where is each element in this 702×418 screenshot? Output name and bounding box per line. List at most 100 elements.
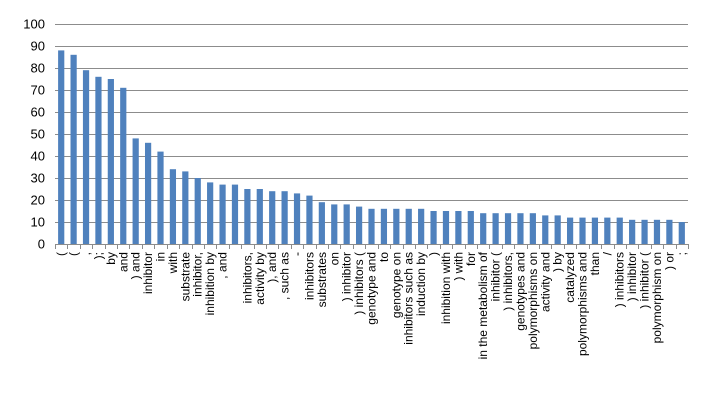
x-category-label: ) by: [551, 252, 565, 272]
x-category-label: genotypes and: [513, 252, 527, 331]
bar: [120, 87, 127, 244]
bar: [442, 211, 450, 244]
bar: [169, 169, 177, 244]
bar: [480, 213, 487, 244]
y-tick-label: 50: [31, 127, 45, 142]
x-category-label: inhibitors such as: [402, 252, 416, 345]
bar: [244, 189, 251, 244]
bar: [207, 182, 214, 244]
x-category-label: inhibition with: [439, 252, 453, 324]
bar: [678, 222, 685, 244]
x-category-label: and: [116, 252, 130, 272]
x-category-label: to: [377, 252, 391, 262]
bar: [318, 202, 325, 244]
x-category-label: ) inhibitor (: [638, 252, 652, 309]
bar: [430, 211, 437, 244]
bar: [579, 217, 586, 244]
bar: [405, 208, 412, 244]
x-category-label: ) inhibitors (: [352, 252, 366, 315]
y-axis-tick-labels: 0 10 20 30 40 50 60 70 80 90 100: [23, 17, 45, 252]
bar: [95, 76, 102, 244]
x-category-label: );: [91, 252, 105, 259]
bar: [641, 219, 648, 244]
bar: [492, 213, 499, 244]
bar: [393, 208, 400, 244]
y-tick-label: 60: [31, 105, 45, 120]
x-category-label: /: [600, 251, 614, 255]
bar: [380, 208, 388, 244]
bar: [629, 219, 636, 244]
bar: [554, 215, 561, 244]
x-category-label: ,: [79, 252, 93, 255]
bar: [231, 184, 239, 244]
x-category-label: ) or: [662, 252, 676, 270]
bar: [58, 50, 65, 245]
bar-series: [58, 50, 685, 245]
bar: [542, 215, 549, 244]
x-category-label: inhibitors: [302, 252, 316, 300]
bar: [107, 79, 114, 244]
x-category-label: in: [154, 252, 168, 261]
x-category-label: inhibitor (: [489, 252, 503, 301]
bar: [256, 189, 263, 244]
x-category-label: activity and: [538, 252, 552, 312]
bar: [281, 191, 288, 244]
x-category-label: polymorphisms on: [526, 252, 540, 349]
x-category-label: by: [104, 252, 118, 265]
x-category-label: ), and: [265, 252, 279, 283]
bar: [82, 70, 90, 244]
bar: [194, 178, 201, 244]
x-category-label: on: [327, 252, 341, 265]
bar: [529, 213, 536, 244]
x-category-label: ) with: [451, 252, 465, 281]
y-tick-label: 10: [31, 215, 45, 230]
x-category-label: ): [427, 252, 441, 256]
y-tick-label: 30: [31, 171, 45, 186]
bar: [157, 151, 164, 244]
x-category-label: ) and: [129, 252, 143, 279]
bar: [368, 208, 375, 244]
bar: [144, 142, 152, 244]
bar: [355, 206, 363, 244]
x-category-label: polymorphisms and: [576, 252, 590, 356]
x-category-label: polymorphism on: [650, 252, 664, 343]
x-category-label: , and: [216, 252, 230, 279]
x-axis: [55, 244, 689, 249]
bar: [182, 171, 189, 244]
bar: [591, 217, 599, 244]
x-category-label: substrate: [178, 252, 192, 302]
bar: [604, 217, 611, 244]
y-tick-label: 20: [31, 193, 45, 208]
x-category-label: inhibitors,: [240, 252, 254, 303]
y-tick-label: 40: [31, 149, 45, 164]
bar: [132, 138, 139, 244]
bar: [504, 213, 512, 244]
bar: [616, 217, 623, 244]
y-tick-label: 90: [31, 39, 45, 54]
y-tick-label: 100: [23, 17, 45, 32]
y-tick-label: 0: [38, 237, 45, 252]
x-category-label: induction by: [414, 252, 428, 316]
bar: [70, 54, 77, 244]
x-category-label: ) inhibitors: [613, 252, 627, 307]
x-category-label: substrates: [315, 252, 329, 307]
x-category-label: ;: [675, 252, 689, 255]
x-category-label: (: [67, 252, 81, 256]
x-category-label: with: [166, 252, 180, 274]
x-category-label: catalyzed: [563, 252, 577, 303]
bar: [653, 219, 661, 244]
y-tick-label: 80: [31, 61, 45, 76]
x-category-label: ) inhibitors,: [501, 252, 515, 311]
x-category-label: ) inhibitor: [340, 252, 354, 301]
x-category-label: genotype and: [365, 252, 379, 325]
bar: [467, 211, 474, 244]
x-category-label: for: [464, 252, 478, 266]
bar: [666, 219, 673, 244]
x-category-label: than: [588, 252, 602, 275]
x-category-label: inhibition by: [203, 252, 217, 315]
bar: [517, 213, 524, 244]
x-category-label: in the metabolism of: [476, 251, 490, 359]
